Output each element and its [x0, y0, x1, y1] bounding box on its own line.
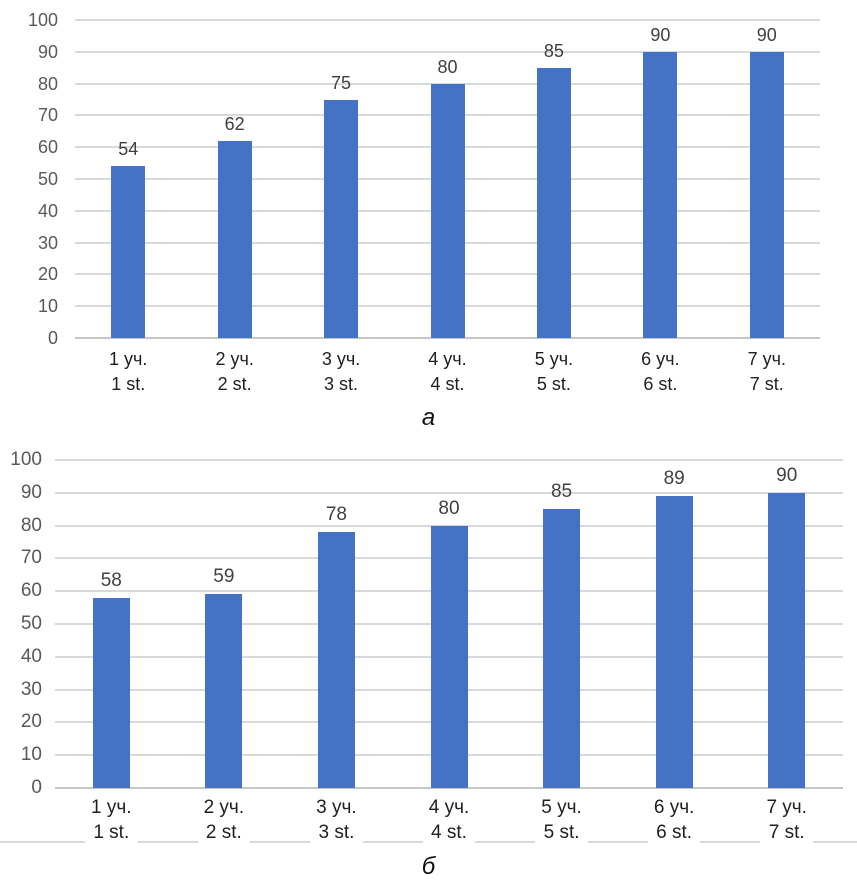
bar — [92, 597, 130, 788]
x-axis-tick-text: 6 уч. 6 st. — [635, 347, 686, 397]
x-axis-tick-label: 7 уч. 7 st. — [730, 795, 843, 845]
bar — [217, 140, 252, 338]
bar — [749, 51, 784, 338]
gridline — [55, 459, 843, 461]
y-axis-tick-label: 100 — [10, 449, 42, 470]
x-axis-tick-label: 6 уч. 6 st. — [607, 347, 713, 397]
y-axis-tick-label: 0 — [47, 328, 58, 348]
y-axis-tick-label: 70 — [20, 547, 42, 569]
y-axis-tick-label: 50 — [37, 169, 58, 189]
bar-value-label: 89 — [663, 468, 685, 490]
gridline — [55, 491, 843, 494]
x-axis-tick-label: 6 уч. 6 st. — [618, 795, 731, 845]
x-axis-tick-text: 7 уч. 7 st. — [760, 795, 813, 845]
y-axis-tick-label: 80 — [20, 514, 42, 536]
y-axis-tick-label: 60 — [37, 137, 58, 158]
bar — [430, 83, 465, 338]
bar — [430, 525, 468, 788]
x-axis-tick-label: 3 уч. 3 st. — [280, 795, 393, 845]
x-axis-tick-label: 3 уч. 3 st. — [288, 347, 394, 397]
x-axis-tick-text: 5 уч. 5 st. — [535, 795, 588, 845]
x-axis-tick-label: 2 уч. 2 st. — [168, 795, 281, 845]
bar-value-label: 78 — [325, 504, 347, 526]
y-axis-tick-label: 30 — [20, 678, 42, 700]
bar-value-label: 58 — [100, 569, 122, 591]
x-axis-tick-label: 5 уч. 5 st. — [501, 347, 607, 397]
y-axis-tick-label: 40 — [20, 645, 42, 667]
x-axis-tick-text: 4 уч. 4 st. — [422, 795, 476, 845]
x-axis-tick-text: 2 уч. 2 st. — [209, 347, 260, 397]
bar — [111, 166, 146, 338]
bar — [768, 492, 806, 788]
y-axis-tick-label: 70 — [37, 105, 58, 126]
chart-b-caption: б — [421, 853, 436, 880]
bar — [205, 594, 243, 788]
x-axis-tick-label: 4 уч. 4 st. — [394, 347, 500, 397]
bar-value-label: 90 — [776, 464, 798, 486]
x-axis-tick-text: 6 уч. 6 st. — [647, 795, 701, 845]
x-axis-tick-text: 3 уч. 3 st. — [315, 347, 367, 397]
x-axis-tick-label: 7 уч. 7 st. — [714, 347, 820, 397]
x-axis-tick-text: 1 уч. 1 st. — [85, 795, 138, 845]
bar — [543, 509, 581, 788]
bar-value-label: 85 — [543, 40, 564, 61]
x-axis-line — [55, 787, 843, 789]
gridline — [75, 19, 820, 21]
y-axis-tick-label: 10 — [37, 296, 58, 317]
y-axis-tick-label: 90 — [37, 41, 58, 62]
y-axis-tick-label: 50 — [20, 613, 42, 634]
x-axis-tick-label: 1 уч. 1 st. — [75, 347, 181, 397]
y-axis-tick-label: 90 — [20, 481, 42, 503]
bar-value-label: 62 — [224, 113, 245, 134]
y-axis-tick-label: 100 — [27, 10, 58, 30]
x-axis-tick-text: 4 уч. 4 st. — [422, 347, 473, 397]
y-axis-tick-label: 80 — [37, 73, 58, 94]
y-axis-tick-label: 30 — [37, 232, 58, 253]
y-axis-tick-label: 60 — [20, 580, 42, 602]
bar-chart-b: б 0 10 20 30 40 50 60 70 80 90 100 58 1 уч. 1 st. 59 2… — [0, 445, 857, 892]
x-axis-tick-text: 1 уч. 1 st. — [103, 347, 154, 397]
y-axis-tick-label: 10 — [20, 744, 42, 766]
x-axis-tick-label: 4 уч. 4 st. — [393, 795, 506, 845]
x-axis-tick-label: 1 уч. 1 st. — [55, 795, 168, 845]
bar-value-label: 80 — [437, 56, 458, 77]
x-axis-tick-text: 5 уч. 5 st. — [528, 347, 580, 397]
gridline — [75, 50, 820, 53]
x-axis-line — [75, 337, 820, 339]
bar — [643, 51, 678, 338]
y-axis-tick-label: 20 — [20, 711, 42, 733]
x-axis-tick-label: 2 уч. 2 st. — [181, 347, 287, 397]
bar-value-label: 59 — [213, 566, 235, 588]
x-axis-tick-text: 3 уч. 3 st. — [310, 795, 363, 845]
bar-value-label: 85 — [550, 481, 573, 503]
y-axis-tick-label: 40 — [37, 200, 58, 221]
bar-value-label: 80 — [438, 497, 460, 519]
y-axis-tick-label: 20 — [37, 264, 58, 285]
bar — [317, 532, 355, 788]
bar — [324, 99, 359, 338]
bar-value-label: 90 — [756, 24, 777, 45]
bar — [655, 496, 693, 788]
y-axis-tick-label: 0 — [31, 777, 42, 798]
bar-value-label: 90 — [650, 24, 671, 45]
bar — [536, 67, 571, 338]
bar-value-label: 54 — [118, 139, 139, 160]
x-axis-tick-text: 7 уч. 7 st. — [741, 347, 792, 397]
x-axis-tick-text: 2 уч. 2 st. — [197, 795, 251, 845]
chart-a-caption: а — [421, 404, 436, 431]
bar-value-label: 75 — [331, 72, 352, 93]
bar-chart-a: а 0 10 20 30 40 50 60 70 80 90 100 54 1 уч. 1 st. 62 2… — [0, 0, 857, 445]
x-axis-tick-label: 5 уч. 5 st. — [505, 795, 618, 845]
